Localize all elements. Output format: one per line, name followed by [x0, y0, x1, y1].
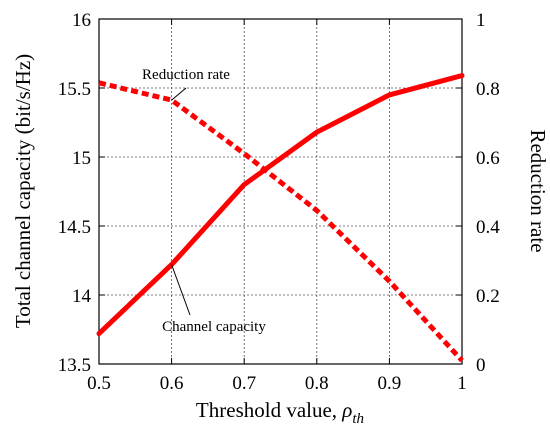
y-right-tick-label: 1: [476, 10, 486, 31]
y-right-tick-label: 0.4: [476, 217, 500, 238]
series-line-reduction-rate: [98, 80, 464, 363]
annotation-label-reduction-rate: Reduction rate: [142, 67, 230, 83]
y-right-tick-label: 0.8: [476, 79, 500, 100]
y-right-tick-label: 0.6: [476, 148, 500, 169]
y-right-tick-label: 0.2: [476, 286, 500, 307]
x-axis-title: Threshold value, ρth: [196, 398, 364, 427]
y-right-axis-title: Reduction rate: [526, 129, 550, 252]
y-left-tick-label: 14.5: [58, 217, 91, 238]
axis-labels: Threshold value, ρth Total channel capac…: [11, 54, 550, 427]
axis-ticks: 0.5 0.6 0.7 0.8 0.9 1 13.5 14 14.5 15 15.5 16 0 0.2 0.…: [58, 10, 501, 394]
y-left-tick-label: 16: [72, 10, 91, 31]
annotation-leader-channel-capacity: [171, 264, 191, 316]
x-tick-label: 1: [457, 373, 467, 394]
x-axis-title-text: Threshold value,: [196, 398, 342, 422]
plot-frame: [98, 18, 463, 365]
x-tick-label: 0.5: [87, 373, 111, 394]
x-tick-label: 0.9: [378, 373, 402, 394]
x-tick-label: 0.6: [160, 373, 184, 394]
annotation-label-channel-capacity: Channel capacity: [162, 319, 266, 335]
x-axis-title-subscript: th: [352, 411, 364, 427]
x-tick-label: 0.7: [232, 373, 256, 394]
y-left-tick-label: 14: [72, 286, 92, 307]
y-right-tick-label: 0: [476, 355, 486, 376]
series-line-channel-capacity: [96, 73, 465, 337]
x-tick-label: 0.8: [305, 373, 329, 394]
x-axis-title-symbol: ρ: [341, 398, 352, 422]
annotation-leader-reduction-rate: [171, 87, 187, 101]
annotations: Reduction rate Channel capacity: [142, 67, 266, 335]
y-left-tick-label: 15: [72, 148, 91, 169]
series-layer: [96, 73, 465, 363]
y-left-axis-title: Total channel capacity (bit/s/Hz): [11, 54, 35, 328]
y-left-tick-label: 13.5: [58, 355, 91, 376]
y-left-tick-label: 15.5: [58, 79, 91, 100]
